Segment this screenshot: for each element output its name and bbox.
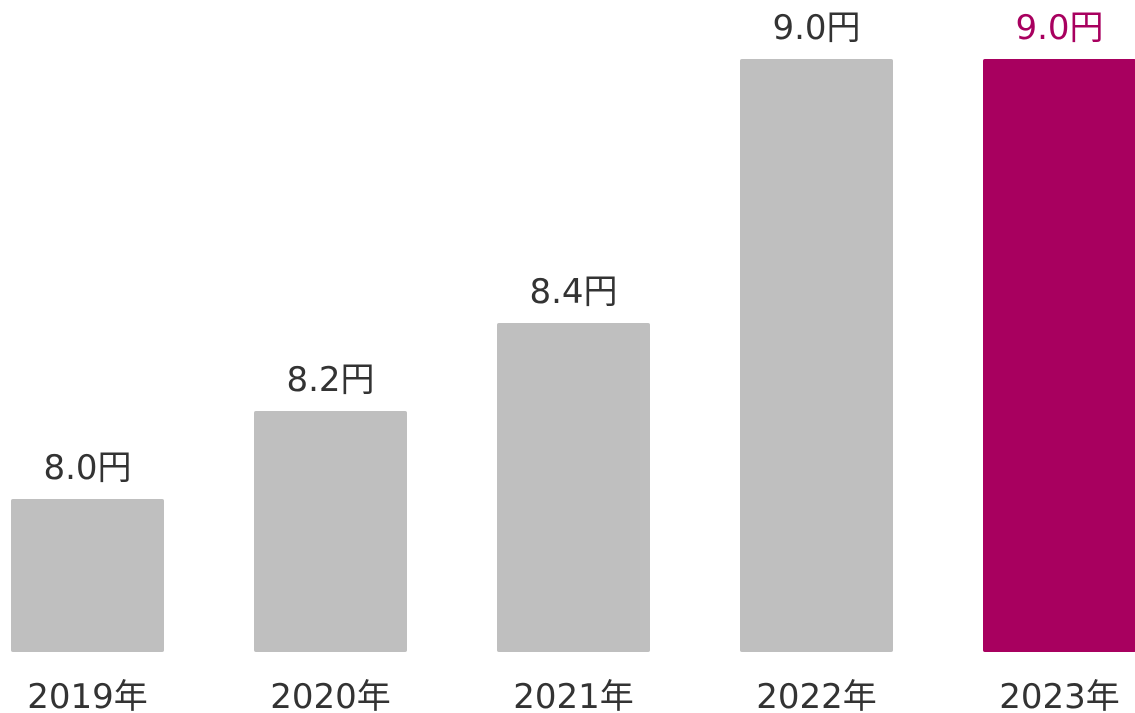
x-tick-label-3: 2022年 (756, 677, 877, 713)
bars-group (11, 59, 1135, 652)
bar-3 (740, 59, 893, 652)
bar-value-label-2: 8.4円 (529, 272, 617, 312)
x-tick-label-1: 2020年 (270, 677, 391, 713)
x-axis-tick-labels: 2019年 2020年 2021年 2022年 2023年 (27, 677, 1120, 713)
bar-value-label-1: 8.2円 (286, 360, 374, 400)
value-labels-group: 8.0円 8.2円 8.4円 9.0円 9.0円 (43, 8, 1103, 488)
bar-value-label-0: 8.0円 (43, 448, 131, 488)
bar-4 (983, 59, 1135, 652)
bar-1 (254, 411, 407, 652)
bar-value-label-4: 9.0円 (1015, 8, 1103, 48)
bar-value-label-3: 9.0円 (772, 8, 860, 48)
x-tick-label-4: 2023年 (999, 677, 1120, 713)
bar-2 (497, 323, 650, 652)
x-tick-label-2: 2021年 (513, 677, 634, 713)
x-tick-label-0: 2019年 (27, 677, 148, 713)
bar-0 (11, 499, 164, 652)
